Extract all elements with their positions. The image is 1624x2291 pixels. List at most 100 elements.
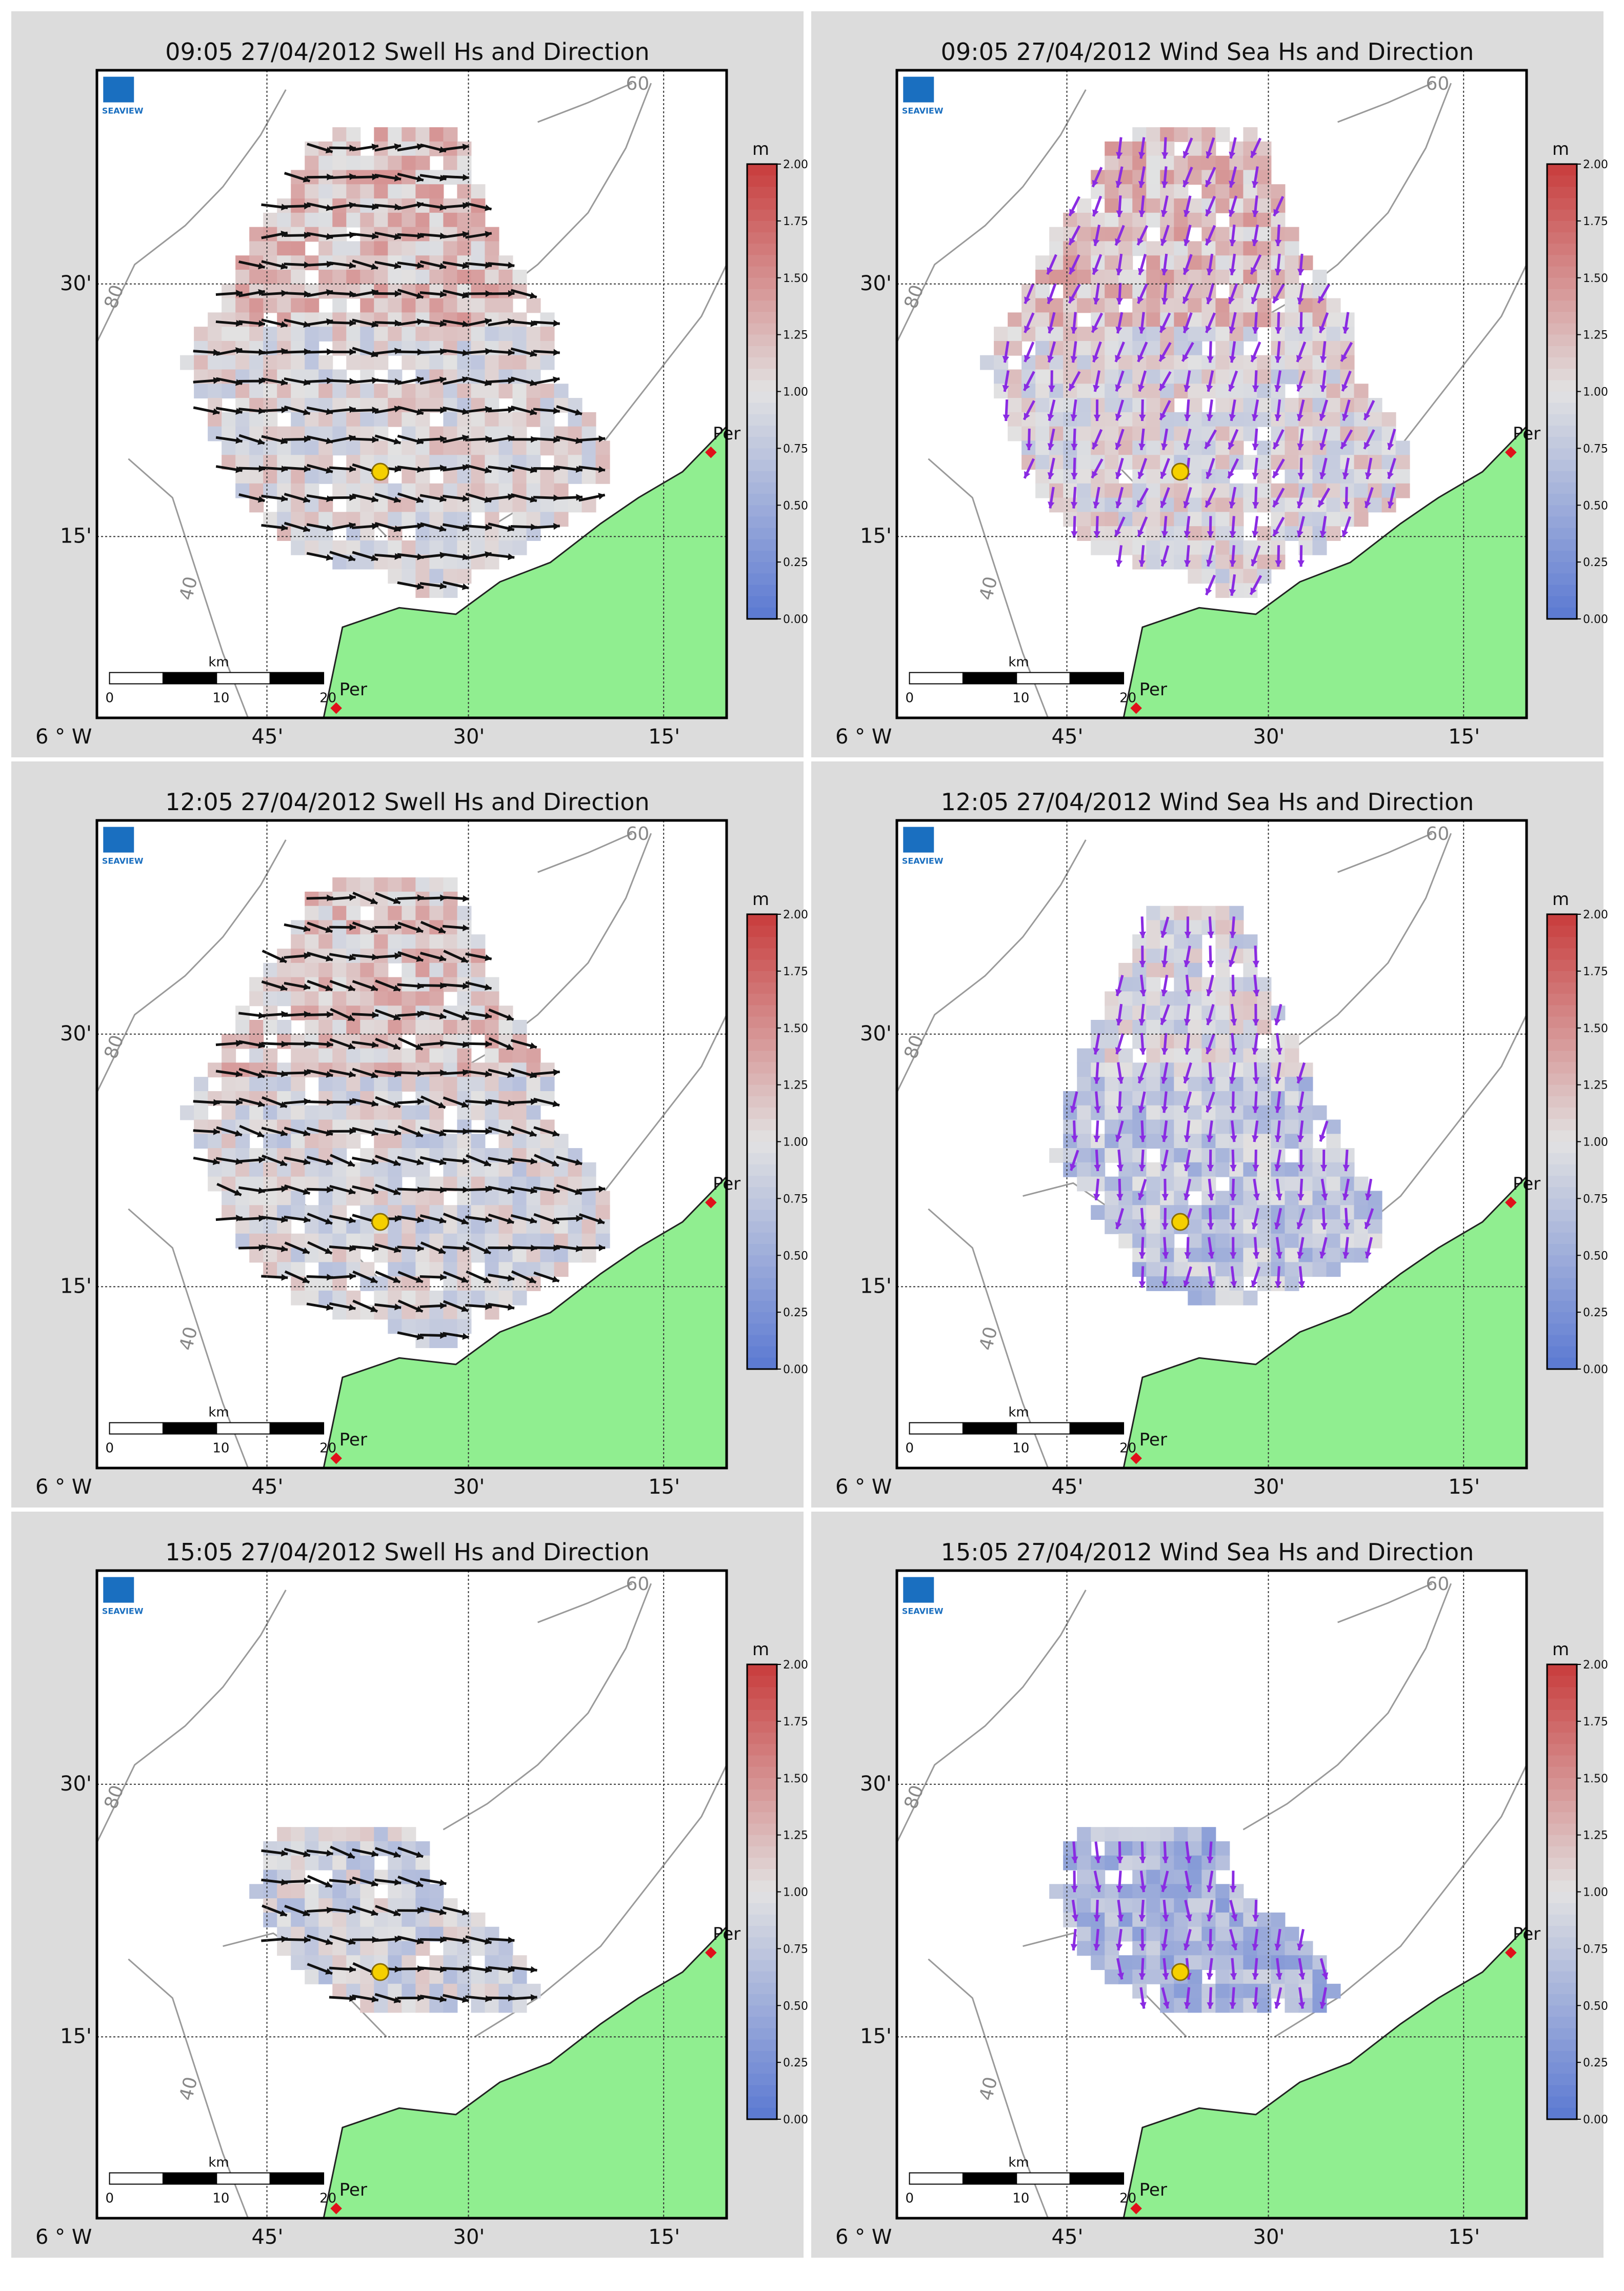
- x-tick-label: 45': [1052, 1475, 1084, 1499]
- hs-cell: [568, 1219, 583, 1234]
- map-frame: [895, 69, 1528, 719]
- hs-cell: [291, 298, 306, 313]
- direction-arrow: [1296, 516, 1305, 538]
- y-tick-label: 30': [60, 1022, 92, 1046]
- direction-arrow: [1068, 225, 1081, 246]
- hs-cell: [1285, 497, 1299, 513]
- direction-arrow: [1094, 1091, 1101, 1113]
- hs-cell: [1105, 1020, 1119, 1035]
- hs-cell: [1105, 270, 1119, 285]
- hs-cell: [277, 1827, 292, 1842]
- hs-cell: [332, 1941, 347, 1956]
- hs-cell: [540, 384, 555, 399]
- hs-cell: [540, 1134, 555, 1149]
- direction-arrow: [1251, 399, 1259, 421]
- hs-cell: [1049, 1884, 1064, 1899]
- direction-arrow: [510, 1966, 537, 1973]
- hs-cell: [1146, 1855, 1161, 1871]
- hs-cell: [1215, 1898, 1230, 1913]
- hs-cell: [291, 469, 306, 484]
- depth-contour: [474, 1764, 727, 2038]
- hs-cell: [1077, 1091, 1092, 1106]
- depth-contour: [897, 839, 1087, 1093]
- direction-arrow: [555, 494, 583, 501]
- hs-cell: [1229, 1176, 1244, 1192]
- hs-cell: [263, 1105, 278, 1120]
- direction-arrow: [465, 1965, 492, 1974]
- direction-arrow: [374, 553, 402, 560]
- hs-cell: [346, 212, 361, 228]
- hs-cell: [1077, 1176, 1092, 1192]
- direction-arrow: [329, 494, 356, 501]
- hs-cell: [332, 127, 347, 142]
- hs-cell: [402, 469, 416, 484]
- colorbar-tick: 0.00: [1583, 2114, 1608, 2126]
- direction-arrow: [397, 143, 424, 152]
- y-tick-label: 30': [60, 1772, 92, 1796]
- hs-cell: [1215, 1148, 1230, 1163]
- hs-cell: [1354, 512, 1369, 527]
- hs-cell: [402, 1134, 416, 1149]
- hs-cell: [1215, 991, 1230, 1007]
- hs-cell: [512, 497, 527, 513]
- hs-cell: [1229, 340, 1244, 356]
- hs-cell: [332, 312, 347, 328]
- hs-cell: [471, 1290, 486, 1305]
- colorbar-tick: 1.50: [1583, 1022, 1608, 1035]
- hs-cell: [1229, 1219, 1244, 1234]
- hs-cell: [1285, 1077, 1299, 1092]
- direction-arrow: [442, 982, 470, 990]
- hs-cell: [1312, 1262, 1327, 1277]
- hs-cell: [1215, 1048, 1230, 1063]
- direction-arrow: [1206, 1120, 1214, 1142]
- direction-arrow: [261, 318, 288, 328]
- hs-cell: [498, 1191, 513, 1206]
- hs-cell: [1188, 241, 1202, 256]
- direction-arrow: [329, 1302, 356, 1311]
- hs-cell: [1354, 455, 1369, 470]
- hs-cell: [415, 270, 430, 285]
- direction-arrow: [352, 1011, 379, 1019]
- direction-arrow: [1091, 167, 1103, 188]
- hs-cell: [1105, 212, 1119, 228]
- colorbar-unit: m: [1552, 889, 1569, 910]
- direction-arrow: [1206, 1003, 1215, 1026]
- direction-arrow: [352, 259, 378, 270]
- y-tick-label: 15': [860, 1274, 892, 1298]
- direction-arrow: [1229, 312, 1237, 334]
- hs-cell: [346, 241, 361, 256]
- direction-arrow: [1274, 253, 1282, 276]
- hs-cell: [263, 1248, 278, 1263]
- hs-cell: [980, 355, 995, 370]
- hs-cell: [443, 877, 458, 892]
- direction-arrow: [1092, 195, 1102, 217]
- hs-cell: [318, 440, 333, 456]
- hs-cell: [374, 355, 389, 370]
- direction-arrow: [1250, 137, 1262, 158]
- direction-arrow: [1117, 1899, 1124, 1922]
- direction-arrow: [1229, 1091, 1237, 1113]
- hs-cell: [415, 1191, 430, 1206]
- direction-arrow: [1365, 457, 1373, 479]
- hs-cell: [1105, 1205, 1119, 1220]
- scale-tick: 10: [212, 691, 229, 706]
- hs-cell: [194, 1077, 209, 1092]
- hs-cell: [346, 270, 361, 285]
- hs-cell: [1285, 1970, 1299, 1984]
- hs-cell: [1077, 1162, 1092, 1177]
- hs-cell: [1160, 155, 1175, 171]
- direction-arrow: [1071, 1871, 1078, 1893]
- colorbar-unit: m: [1552, 1639, 1569, 1660]
- hs-cell: [1340, 469, 1355, 484]
- hs-cell: [1215, 1955, 1230, 1971]
- direction-arrow: [1297, 428, 1304, 451]
- hs-cell: [1091, 497, 1106, 513]
- colorbar-tick: 0.25: [783, 1307, 808, 1319]
- hs-cell: [526, 355, 541, 370]
- hs-cell: [554, 1248, 569, 1263]
- x-tick-label: 45': [252, 725, 284, 749]
- hs-cell: [402, 1006, 416, 1021]
- hs-cell: [1146, 1077, 1161, 1092]
- hs-cell: [388, 512, 403, 527]
- direction-arrow: [261, 406, 288, 414]
